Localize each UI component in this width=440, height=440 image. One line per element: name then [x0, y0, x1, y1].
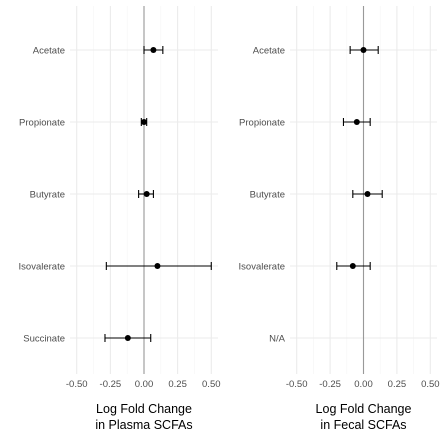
fecal-category-label-propionate: Propionate	[239, 118, 285, 129]
plasma-x-tick-label: 0.00	[135, 379, 154, 390]
fecal-point-propionate	[353, 119, 360, 125]
plasma-x-tick-label: -0.25	[100, 379, 122, 390]
plasma-point-succinate	[124, 335, 131, 341]
plasma-point-acetate	[150, 47, 157, 53]
fecal-point-butyrate	[364, 191, 371, 197]
fecal-x-tick-label: 0.25	[388, 379, 407, 390]
plasma-category-label-succinate: Succinate	[23, 334, 65, 345]
plasma-category-label-acetate: Acetate	[33, 46, 65, 57]
fecal-x-tick-label: -0.50	[286, 379, 308, 390]
fecal-x-axis-title-line1: Log Fold Change	[316, 402, 412, 416]
plasma-x-axis-title-line1: Log Fold Change	[96, 402, 192, 416]
plasma-category-label-butyrate: Butyrate	[30, 190, 65, 201]
plasma-x-axis-title-line2: in Plasma SCFAs	[95, 418, 192, 432]
plasma-category-label-isovalerate: Isovalerate	[19, 262, 65, 273]
fecal-x-axis-title-line2: in Fecal SCFAs	[320, 418, 406, 432]
fecal-category-label-butyrate: Butyrate	[250, 190, 285, 201]
fecal-panel: Acetate Propionate Butyrate Isovalerate N/A -…	[239, 6, 440, 432]
plasma-point-propionate	[141, 119, 147, 125]
fecal-category-label-n-a: N/A	[269, 334, 286, 345]
fecal-point-acetate	[360, 47, 367, 53]
fecal-point-isovalerate	[349, 263, 356, 269]
plasma-panel: Acetate Propionate Butyrate Isovalerate Succ…	[19, 6, 221, 432]
fecal-x-tick-label: -0.25	[319, 379, 341, 390]
plasma-x-tick-label: 0.25	[168, 379, 187, 390]
plasma-x-tick-label: -0.50	[66, 379, 88, 390]
plasma-point-isovalerate	[154, 263, 161, 269]
fecal-category-label-isovalerate: Isovalerate	[239, 262, 285, 273]
fecal-x-tick-label: 0.00	[354, 379, 373, 390]
plasma-point-butyrate	[143, 191, 150, 197]
fecal-category-label-acetate: Acetate	[253, 46, 285, 57]
fecal-x-tick-label: 0.50	[421, 379, 440, 390]
plasma-category-label-propionate: Propionate	[19, 118, 65, 129]
plasma-x-tick-label: 0.50	[202, 379, 221, 390]
